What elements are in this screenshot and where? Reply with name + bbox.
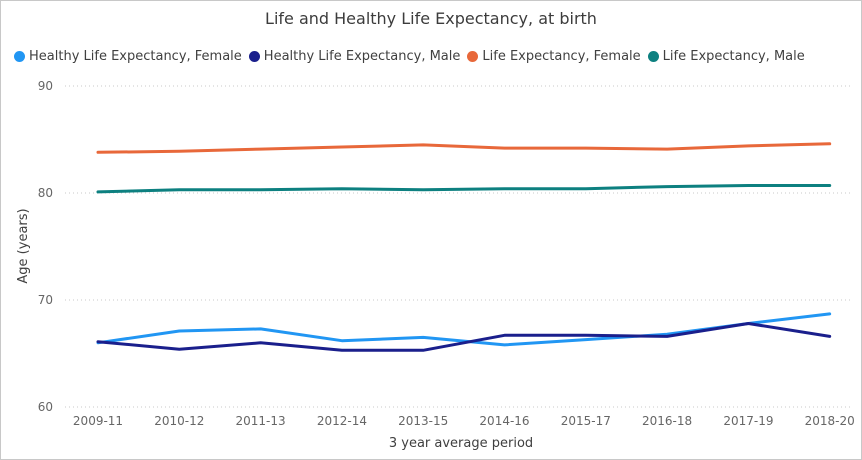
y-tick-label: 80 [38,186,53,200]
chart-title: Life and Healthy Life Expectancy, at bir… [265,9,597,28]
y-tick-label: 70 [38,293,53,307]
x-tick-label: 2013-15 [398,414,448,428]
x-tick-label: 2016-18 [642,414,692,428]
y-axis-ticks: 60 70 80 90 [38,79,53,414]
x-tick-label: 2017-19 [723,414,773,428]
gridlines [65,85,852,408]
series-line [96,322,832,352]
x-tick-label: 2018-20 [805,414,855,428]
x-axis-ticks: 2009-11 2010-12 2011-13 2012-14 2013-15 2014-… [73,414,855,428]
legend-item[interactable]: Healthy Life Expectancy, Male [248,49,461,64]
x-tick-label: 2011-13 [236,414,286,428]
y-axis-title: Age (years) [16,208,31,283]
series-line [96,142,832,154]
legend-label: Healthy Life Expectancy, Female [29,49,242,64]
x-tick-label: 2014-16 [479,414,529,428]
x-tick-label: 2012-14 [317,414,367,428]
legend-label: Life Expectancy, Male [662,49,805,64]
y-tick-label: 60 [38,400,53,414]
series-line [96,184,832,194]
legend-marker [14,51,25,62]
x-tick-label: 2009-11 [73,414,123,428]
legend-item[interactable]: Healthy Life Expectancy, Female [14,49,242,64]
legend-marker [467,51,479,62]
x-tick-label: 2010-12 [154,414,204,428]
chart-legend: Healthy Life Expectancy, Female Healthy L… [14,49,812,64]
legend-marker [248,51,260,62]
legend-marker [647,51,659,62]
legend-item[interactable]: Life Expectancy, Male [647,49,805,64]
x-axis-title: 3 year average period [389,436,533,451]
legend-label: Healthy Life Expectancy, Male [263,49,461,64]
y-tick-label: 90 [38,79,53,93]
x-tick-label: 2015-17 [561,414,611,428]
legend-item[interactable]: Life Expectancy, Female [467,49,641,64]
series-lines [96,142,832,352]
legend-label: Life Expectancy, Female [482,49,641,64]
